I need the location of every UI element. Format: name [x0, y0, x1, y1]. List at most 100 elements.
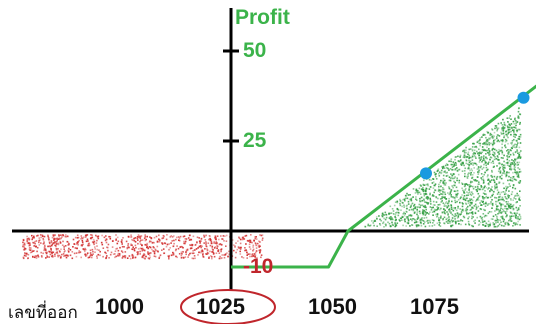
profit-dot	[506, 221, 508, 224]
profit-dot	[451, 208, 453, 210]
loss-dot	[159, 239, 161, 242]
profit-dot	[418, 203, 421, 206]
loss-dot	[116, 242, 119, 245]
profit-dot	[440, 201, 442, 203]
profit-dot	[457, 173, 460, 176]
loss-dot	[259, 251, 261, 253]
loss-dot	[91, 241, 94, 243]
loss-dot	[197, 254, 199, 256]
profit-dot	[497, 127, 500, 129]
profit-dot	[433, 171, 436, 174]
profit-dot	[507, 131, 510, 134]
profit-dot	[413, 205, 415, 207]
loss-dot	[80, 238, 82, 240]
profit-dot	[420, 196, 423, 199]
loss-dot	[121, 251, 124, 254]
profit-dot	[518, 168, 521, 171]
profit-dot	[479, 166, 482, 169]
loss-dot	[193, 252, 195, 254]
profit-dot	[477, 166, 480, 168]
profit-dot	[477, 173, 480, 175]
profit-dot	[459, 197, 462, 200]
profit-dot	[450, 194, 452, 196]
profit-dot	[491, 171, 493, 173]
loss-dot	[68, 243, 70, 245]
profit-dot	[471, 224, 473, 227]
profit-dot	[471, 217, 473, 220]
loss-dot	[51, 243, 54, 245]
profit-dot	[452, 197, 455, 199]
profit-dot	[383, 214, 385, 216]
profit-dot	[410, 203, 413, 206]
profit-dot	[466, 177, 469, 179]
loss-dot	[206, 248, 208, 250]
profit-dot	[493, 190, 495, 193]
loss-dot	[22, 241, 24, 244]
profit-dot	[518, 153, 521, 156]
loss-dot	[244, 247, 246, 249]
profit-dot	[504, 211, 506, 213]
profit-dot	[476, 198, 479, 201]
loss-dot	[60, 237, 62, 240]
profit-dot	[491, 136, 493, 138]
loss-dot	[75, 252, 78, 254]
loss-dot	[81, 239, 84, 242]
profit-dot	[419, 206, 421, 208]
profit-dot	[507, 126, 509, 129]
profit-dot	[430, 179, 433, 181]
profit-dot	[445, 175, 448, 177]
loss-dot	[49, 245, 52, 248]
profit-dot	[503, 225, 506, 227]
profit-dot	[491, 169, 493, 172]
loss-dot	[145, 255, 147, 258]
loss-dot	[73, 252, 76, 255]
loss-dot	[214, 246, 217, 248]
loss-dot	[246, 257, 248, 259]
profit-dot	[389, 225, 392, 227]
profit-dot	[382, 221, 385, 223]
loss-dot	[225, 240, 228, 242]
profit-dot	[431, 182, 434, 184]
loss-dot	[239, 250, 241, 253]
profit-dot	[450, 204, 452, 206]
profit-dot	[497, 151, 499, 154]
loss-dot	[107, 249, 109, 252]
profit-dot	[518, 117, 520, 119]
loss-dot	[233, 249, 235, 252]
profit-dot	[444, 164, 447, 167]
profit-dot	[517, 128, 520, 131]
loss-dot	[254, 251, 257, 254]
loss-dot	[227, 255, 229, 258]
loss-dot	[85, 240, 88, 243]
profit-dot	[464, 223, 467, 226]
profit-dot	[434, 189, 436, 191]
profit-dot	[421, 210, 424, 213]
profit-dot	[508, 175, 510, 178]
profit-dot	[442, 174, 445, 177]
profit-dot	[395, 224, 397, 227]
loss-dot	[50, 249, 52, 251]
profit-dot	[394, 216, 396, 218]
profit-dot	[505, 175, 508, 178]
profit-dot	[443, 205, 446, 207]
profit-dot	[503, 121, 506, 124]
profit-dot	[436, 213, 439, 216]
profit-dot	[518, 218, 521, 221]
profit-dot	[397, 211, 400, 214]
profit-dot	[497, 156, 499, 159]
loss-dot	[87, 240, 89, 242]
profit-dot	[406, 197, 409, 200]
loss-dot	[134, 244, 137, 247]
profit-dot	[390, 218, 392, 221]
loss-dot	[52, 251, 55, 254]
loss-dot	[259, 241, 261, 243]
profit-dot	[393, 204, 396, 207]
loss-dot	[76, 247, 78, 250]
profit-dot	[480, 204, 483, 206]
loss-dot	[182, 256, 184, 259]
profit-dot	[504, 205, 506, 207]
profit-dot	[403, 214, 406, 217]
profit-dot	[442, 211, 444, 214]
profit-dot	[511, 163, 514, 165]
profit-dot	[464, 202, 467, 204]
